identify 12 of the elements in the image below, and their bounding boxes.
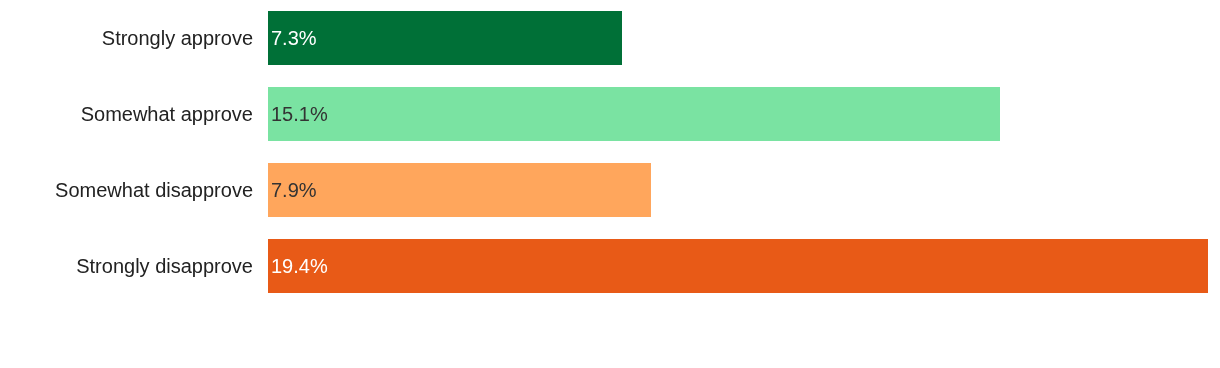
bar [268,11,622,65]
bar [268,163,651,217]
data-label: 7.3% [271,27,317,49]
y-tick-label: Strongly approve [101,27,253,49]
y-tick-label: Strongly disapprove [76,255,253,277]
data-label: 19.4% [271,255,328,277]
y-tick-label: Somewhat approve [80,103,253,125]
bar [268,87,1000,141]
y-tick-label: Somewhat disapprove [55,179,253,201]
data-label: 7.9% [271,179,317,201]
bar [268,239,1208,293]
data-label: 15.1% [271,103,328,125]
